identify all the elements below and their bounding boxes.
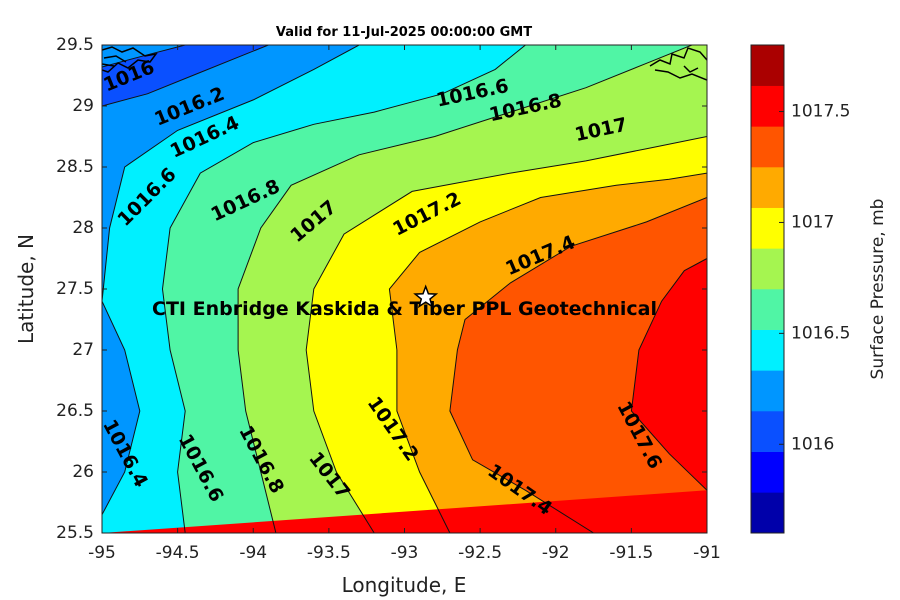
colorbar-frame: [750, 44, 785, 534]
colorbar-tick-label: 1016: [791, 434, 834, 454]
site-star-icon: [413, 284, 439, 309]
colorbar-label: Surface Pressure, mb: [868, 199, 888, 380]
colorbar-segment: [751, 85, 784, 127]
contour-line-1017: [305, 136, 707, 533]
colorbar-segment: [751, 248, 784, 290]
x-tick-label: -92: [542, 543, 570, 563]
x-tick-label: -95: [88, 543, 116, 563]
contour-line-1017.2: [388, 172, 707, 533]
colorbar-segment: [751, 289, 784, 330]
contour-line-1016.8: [237, 45, 693, 533]
coastline-east: [649, 47, 707, 81]
colorbar-segment: [751, 370, 784, 412]
contour-line-1017.4: [449, 197, 707, 533]
x-tick-label: -91: [693, 543, 721, 563]
y-tick-label: 26: [72, 462, 94, 482]
x-tick-label: -92.5: [458, 543, 502, 563]
x-tick-label: -94: [239, 543, 267, 563]
y-tick-label: 27.5: [56, 279, 94, 299]
y-axis-label: Latitude, N: [14, 234, 38, 344]
pressure-band-1017.6: [102, 258, 707, 533]
contour-line-1016.4: [102, 45, 360, 515]
contour-line-1016.6: [161, 45, 526, 533]
x-tick-label: -93: [391, 543, 419, 563]
coastline: [102, 46, 707, 81]
contour-line-1016.2: [102, 45, 269, 107]
y-tick-label: 29: [72, 96, 94, 116]
y-tick-label: 26.5: [56, 401, 94, 421]
pressure-bands: [102, 45, 707, 533]
y-axis: 25.5 26 26.5 27 27.5 28 28.5 29 29.5: [56, 35, 707, 543]
y-tick-label: 28: [72, 218, 94, 238]
colorbar-segment: [751, 329, 784, 371]
contour-line-1017.6: [630, 258, 707, 491]
colorbar-segment: [751, 126, 784, 168]
x-tick-label: -94.5: [156, 543, 200, 563]
colorbar: 1016 1016.5 1017 1017.5: [750, 44, 850, 534]
coastline-west: [102, 46, 158, 73]
x-axis-label: Longitude, E: [342, 573, 467, 597]
colorbar-tick-label: 1017.5: [791, 102, 850, 122]
y-tick-label: 27: [72, 340, 94, 360]
colorbar-segment: [751, 492, 784, 534]
colorbar-segment: [751, 45, 784, 86]
y-tick-label: 29.5: [56, 35, 94, 55]
x-tick-label: -91.5: [609, 543, 653, 563]
colorbar-segment: [751, 167, 784, 208]
contour-lines: [102, 45, 707, 533]
colorbar-segment: [751, 451, 784, 493]
annotations: CTI Enbridge Kaskida & Tiber PPL Geotech…: [152, 298, 657, 320]
y-tick-label: 25.5: [56, 523, 94, 543]
colorbar-tick-label: 1017: [791, 212, 834, 232]
colorbar-tick-label: 1016.5: [791, 323, 850, 343]
chart-title: Valid for 11-Jul-2025 00:00:00 GMT: [276, 25, 532, 40]
x-tick-label: -93.5: [307, 543, 351, 563]
pressure-band-1017.4: [449, 197, 707, 533]
y-tick-label: 28.5: [56, 157, 94, 177]
site-annotation: CTI Enbridge Kaskida & Tiber PPL Geotech…: [152, 298, 657, 320]
x-axis: -95 -94.5 -94 -93.5 -93 -92.5 -92 -91.5 -91: [88, 45, 721, 563]
colorbar-segment: [751, 207, 784, 249]
colorbar-segment: [751, 411, 784, 452]
